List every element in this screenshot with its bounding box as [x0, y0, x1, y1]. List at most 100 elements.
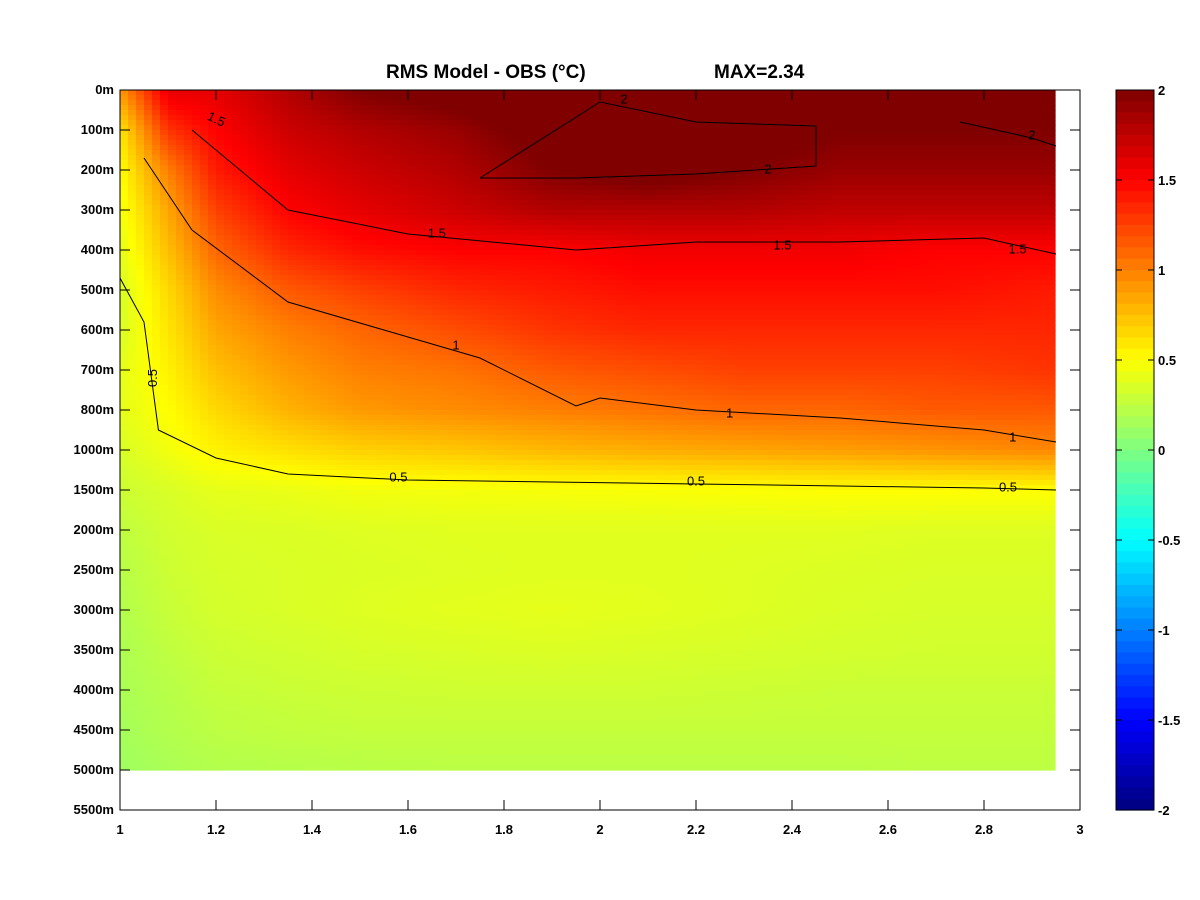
heatmap-cell [960, 270, 969, 276]
heatmap-cell [840, 185, 849, 191]
heatmap-cell [632, 140, 641, 146]
heatmap-cell [336, 260, 345, 266]
heatmap-cell [312, 225, 321, 231]
heatmap-cell [248, 115, 257, 121]
heatmap-cell [400, 200, 409, 206]
heatmap-cell [824, 245, 833, 251]
heatmap-cell [1048, 125, 1056, 131]
heatmap-cell [976, 170, 985, 176]
heatmap-cell [1040, 145, 1049, 151]
heatmap-cell [896, 235, 905, 241]
heatmap-cell [824, 145, 833, 151]
heatmap-cell [896, 260, 905, 266]
heatmap-cell [120, 200, 129, 206]
heatmap-cell [464, 300, 473, 306]
heatmap-cell [744, 195, 753, 201]
heatmap-cell [752, 285, 761, 291]
heatmap-cell [680, 200, 689, 206]
heatmap-cell [384, 270, 393, 276]
heatmap-cell [936, 290, 945, 296]
heatmap-cell [952, 195, 961, 201]
heatmap-cell [720, 150, 729, 156]
heatmap-cell [536, 250, 545, 256]
heatmap-cell [424, 185, 433, 191]
heatmap-cell [528, 185, 537, 191]
heatmap-cell [688, 270, 697, 276]
heatmap-cell [600, 195, 609, 201]
heatmap-cell [312, 290, 321, 296]
heatmap-cell [888, 115, 897, 121]
heatmap-cell [480, 210, 489, 216]
heatmap-cell [384, 290, 393, 296]
heatmap-cell [328, 205, 337, 211]
heatmap-cell [160, 270, 169, 276]
heatmap-cell [1032, 215, 1041, 221]
heatmap-cell [584, 205, 593, 211]
heatmap-cell [600, 180, 609, 186]
heatmap-cell [824, 295, 833, 301]
heatmap-cell [376, 125, 385, 131]
heatmap-cell [128, 285, 137, 291]
heatmap-cell [464, 205, 473, 211]
heatmap-cell [800, 115, 809, 121]
heatmap-cell [792, 225, 801, 231]
heatmap-cell [600, 160, 609, 166]
heatmap-cell [512, 125, 521, 131]
heatmap-cell [424, 265, 433, 271]
heatmap-cell [152, 115, 161, 121]
heatmap-cell [736, 290, 745, 296]
heatmap-cell [744, 105, 753, 111]
heatmap-cell [792, 230, 801, 236]
heatmap-cell [960, 105, 969, 111]
heatmap-cell [328, 220, 337, 226]
heatmap-cell [232, 240, 241, 246]
heatmap-cell [496, 170, 505, 176]
heatmap-cell [720, 160, 729, 166]
heatmap-cell [600, 105, 609, 111]
heatmap-cell [136, 230, 145, 236]
heatmap-cell [712, 165, 721, 171]
heatmap-cell [400, 165, 409, 171]
heatmap-cell [800, 265, 809, 271]
heatmap-cell [824, 165, 833, 171]
heatmap-cell [392, 100, 401, 106]
heatmap-cell [248, 235, 257, 241]
heatmap-cell [1008, 255, 1017, 261]
heatmap-cell [344, 115, 353, 121]
heatmap-cell [360, 215, 369, 221]
heatmap-cell [984, 95, 993, 101]
heatmap-cell [432, 300, 441, 306]
heatmap-cell [592, 220, 601, 226]
heatmap-cell [736, 130, 745, 136]
heatmap-cell [432, 95, 441, 101]
heatmap-cell [128, 120, 137, 126]
heatmap-cell [208, 300, 217, 306]
heatmap-cell [168, 205, 177, 211]
heatmap-cell [680, 230, 689, 236]
heatmap-cell [912, 110, 921, 116]
heatmap-cell [248, 190, 257, 196]
heatmap-cell [144, 160, 153, 166]
heatmap-cell [712, 275, 721, 281]
heatmap-cell [320, 200, 329, 206]
heatmap-cell [152, 245, 161, 251]
heatmap-cell [688, 225, 697, 231]
heatmap-cell [240, 225, 249, 231]
heatmap-cell [216, 220, 225, 226]
heatmap-cell [136, 190, 145, 196]
heatmap-cell [176, 255, 185, 261]
heatmap-cell [296, 270, 305, 276]
heatmap-cell [608, 130, 617, 136]
heatmap-cell [232, 205, 241, 211]
heatmap-cell [1048, 130, 1056, 136]
heatmap-cell [328, 275, 337, 281]
heatmap-cell [320, 150, 329, 156]
heatmap-cell [560, 130, 569, 136]
heatmap-cell [408, 195, 417, 201]
heatmap-cell [264, 150, 273, 156]
heatmap-cell [848, 95, 857, 101]
heatmap-cell [712, 175, 721, 181]
heatmap-cell [552, 205, 561, 211]
heatmap-cell [744, 135, 753, 141]
heatmap-cell [760, 210, 769, 216]
